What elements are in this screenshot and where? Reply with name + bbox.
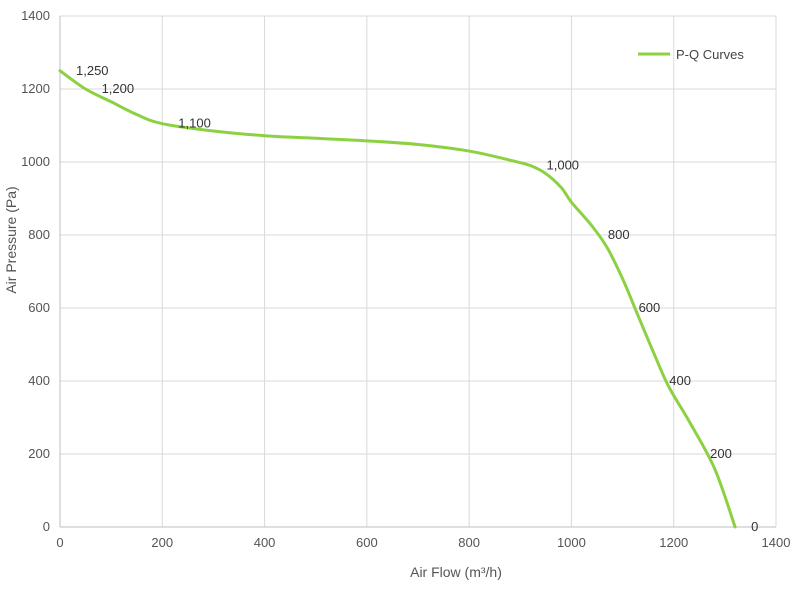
legend-label: P-Q Curves (676, 47, 744, 62)
x-tick-label: 0 (56, 535, 63, 550)
data-label: 1,000 (547, 158, 580, 173)
x-tick-label: 1400 (762, 535, 791, 550)
x-tick-label: 400 (254, 535, 276, 550)
data-labels: 1,250 1,200 1,100 1,000 800 600 400 200 0 (76, 63, 758, 534)
data-label: 200 (710, 446, 732, 461)
x-tick-label: 1000 (557, 535, 586, 550)
y-tick-label: 1000 (21, 154, 50, 169)
x-tick-label: 600 (356, 535, 378, 550)
x-tick-label: 1200 (659, 535, 688, 550)
axes: 0 200 400 600 800 1000 1200 1400 0 200 400 600 800 10… (21, 8, 790, 550)
data-label: 1,250 (76, 63, 109, 78)
y-tick-label: 600 (28, 300, 50, 315)
data-label: 400 (669, 373, 691, 388)
data-label: 1,100 (178, 116, 211, 131)
y-tick-label: 0 (43, 519, 50, 534)
data-label: 1,200 (102, 81, 135, 96)
y-axis-title: Air Pressure (Pa) (3, 186, 19, 293)
legend: P-Q Curves (638, 47, 744, 62)
gridlines (59, 15, 777, 528)
y-tick-label: 1200 (21, 81, 50, 96)
data-label: 0 (751, 519, 758, 534)
data-label: 800 (608, 227, 630, 242)
data-label: 600 (639, 300, 661, 315)
y-tick-label: 200 (28, 446, 50, 461)
x-tick-label: 200 (151, 535, 173, 550)
y-tick-label: 1400 (21, 8, 50, 23)
x-axis-title: Air Flow (m³/h) (410, 564, 502, 580)
series-layer (58, 69, 737, 529)
y-tick-label: 800 (28, 227, 50, 242)
y-tick-label: 400 (28, 373, 50, 388)
series-line-pq-curves (58, 69, 737, 529)
x-tick-label: 800 (458, 535, 480, 550)
